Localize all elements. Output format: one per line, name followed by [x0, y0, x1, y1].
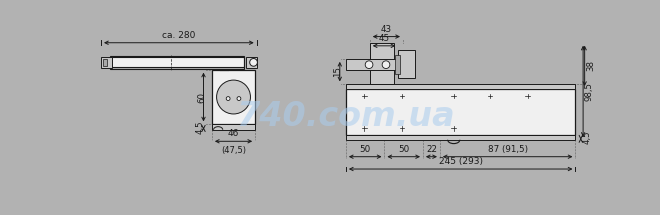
- Text: 46: 46: [228, 129, 239, 138]
- Text: ca. 280: ca. 280: [162, 31, 195, 40]
- Circle shape: [382, 61, 390, 69]
- Text: 45: 45: [378, 34, 389, 43]
- Text: (47,5): (47,5): [221, 146, 246, 155]
- Bar: [110, 57, 244, 67]
- Bar: [346, 89, 576, 135]
- Bar: [212, 70, 255, 124]
- Bar: [346, 84, 576, 89]
- Text: 60: 60: [197, 92, 207, 103]
- Bar: [101, 57, 112, 68]
- Circle shape: [216, 80, 250, 114]
- Circle shape: [249, 58, 257, 66]
- Bar: [102, 59, 107, 66]
- Bar: [346, 59, 399, 71]
- Circle shape: [237, 97, 241, 100]
- Text: 87 (91,5): 87 (91,5): [488, 145, 528, 154]
- Bar: [246, 57, 257, 68]
- Bar: [110, 56, 244, 69]
- Text: 43: 43: [381, 25, 392, 34]
- Bar: [346, 135, 576, 140]
- Text: 4,5: 4,5: [196, 120, 205, 134]
- Text: 740.com.ua: 740.com.ua: [237, 100, 455, 133]
- Text: 50: 50: [360, 145, 371, 154]
- Bar: [370, 43, 393, 84]
- Circle shape: [226, 97, 230, 100]
- Bar: [395, 55, 400, 74]
- Text: 15: 15: [333, 66, 342, 77]
- Bar: [212, 124, 255, 130]
- Text: 50: 50: [398, 145, 409, 154]
- Text: 98,5: 98,5: [585, 82, 593, 101]
- Text: 38: 38: [586, 60, 595, 71]
- Bar: [399, 51, 415, 78]
- Text: 22: 22: [426, 145, 437, 154]
- Circle shape: [365, 61, 373, 69]
- Text: 245 (293): 245 (293): [439, 157, 482, 166]
- Text: 4,5: 4,5: [582, 131, 591, 144]
